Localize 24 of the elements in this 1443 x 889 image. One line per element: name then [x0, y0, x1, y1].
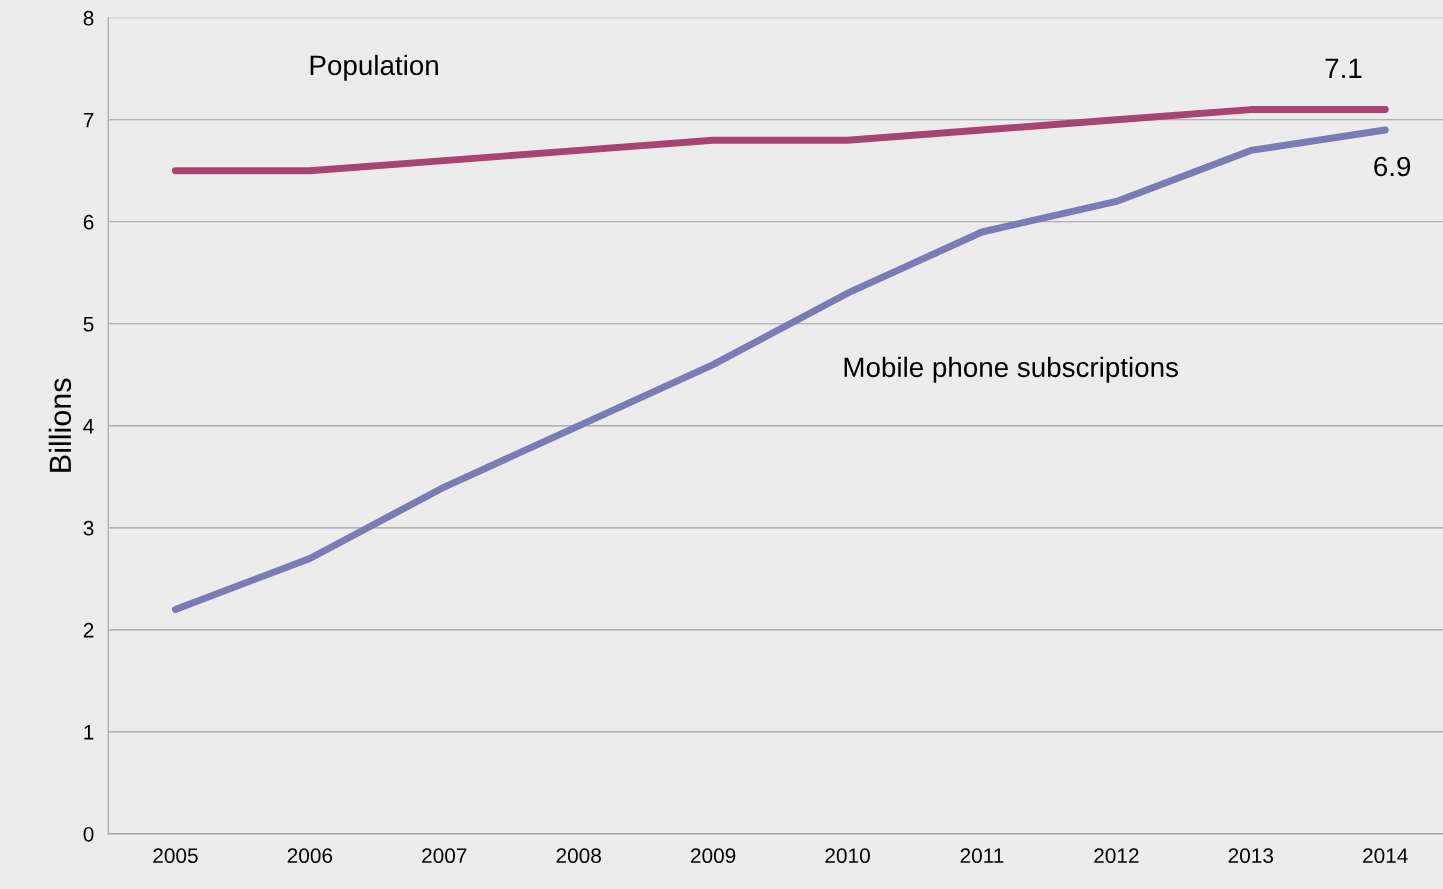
x-tick-label: 2006 — [287, 848, 333, 864]
y-tick-label: 3 — [83, 520, 94, 536]
y-axis-title: Billions — [48, 378, 72, 472]
y-tick-label: 1 — [84, 725, 94, 740]
y-tick-label: 0 — [83, 826, 94, 842]
y-tick-label: 4 — [83, 419, 94, 434]
y-tick-label: 2 — [83, 622, 94, 638]
y-tick-label: 7 — [83, 113, 94, 128]
y-tick-label: 5 — [83, 317, 94, 332]
x-tick-label: 2010 — [825, 848, 870, 864]
data-label: 7.1 — [1325, 58, 1362, 78]
data-label: 6.9 — [1374, 156, 1411, 177]
series-label: Mobile phone subscriptions — [844, 356, 1178, 383]
x-tick-label: 2007 — [422, 848, 467, 864]
x-tick-label: 2014 — [1363, 848, 1408, 864]
x-tick-label: 2011 — [960, 848, 1004, 864]
x-tick-label: 2005 — [153, 848, 198, 864]
x-tick-label: 2009 — [690, 848, 736, 864]
x-tick-label: 2012 — [1094, 848, 1139, 864]
y-tick-label: 6 — [83, 214, 94, 230]
x-tick-label: 2008 — [556, 848, 601, 864]
y-tick-label: 8 — [83, 10, 94, 26]
text: Population — [310, 54, 438, 81]
x-tick-label: 2013 — [1228, 848, 1274, 864]
